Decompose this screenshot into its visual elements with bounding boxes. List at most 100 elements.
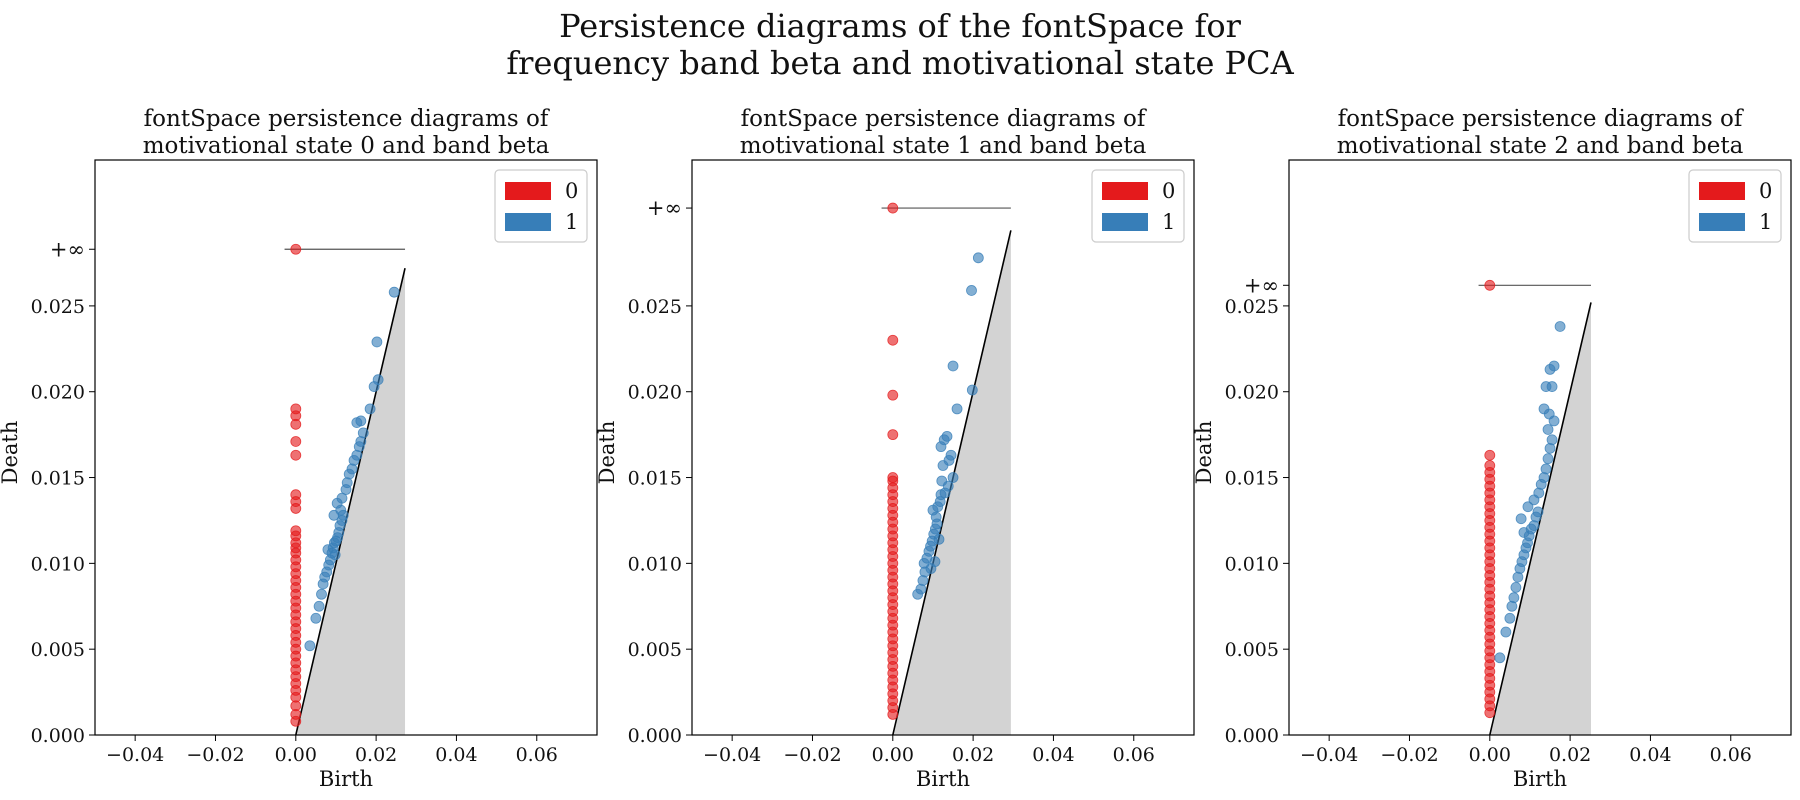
point-dim-1 xyxy=(357,427,369,439)
y-tick-label: 0.005 xyxy=(31,639,85,661)
point-dim-1 xyxy=(1500,626,1512,638)
y-tick-label: 0.020 xyxy=(31,382,85,404)
point-dim-1 xyxy=(941,430,953,442)
axes-frame xyxy=(94,159,598,736)
point-dim-1 xyxy=(945,449,957,461)
point-dim-0 xyxy=(1484,460,1496,471)
point-dim-0 xyxy=(290,489,302,501)
x-tick-label: 0.06 xyxy=(516,744,558,766)
point-dim-1 xyxy=(1515,513,1527,525)
subplot-title: motivational state 1 and band beta xyxy=(740,133,1147,159)
point-dim-1 xyxy=(388,286,400,298)
point-dim-1 xyxy=(1522,501,1534,513)
legend-swatch-1 xyxy=(1699,213,1745,231)
x-tick-label: −0.04 xyxy=(703,744,761,766)
legend: 01 xyxy=(1091,169,1185,243)
point-dim-1 xyxy=(1538,403,1550,415)
x-tick-label: 0.00 xyxy=(872,744,914,766)
point-dim-1 xyxy=(951,403,963,415)
x-tick-label: 0.06 xyxy=(1113,744,1155,766)
point-dim-1 xyxy=(1554,321,1566,332)
y-tick-label: 0.025 xyxy=(31,296,85,318)
point-dim-1 xyxy=(947,360,959,372)
legend-label-0: 0 xyxy=(1162,179,1175,203)
figure-title: Persistence diagrams of the fontSpace fo… xyxy=(0,8,1800,82)
point-dim-1 xyxy=(1542,424,1554,435)
infinity-tick-label: +∞ xyxy=(50,237,85,261)
y-tick-label: 0.000 xyxy=(1225,725,1279,747)
y-tick-label: 0.020 xyxy=(628,382,682,404)
point-dim-0 xyxy=(290,403,302,415)
point-dim-0 xyxy=(887,472,899,483)
legend-label-1: 1 xyxy=(565,210,578,234)
point-dim-1 xyxy=(1508,592,1520,604)
axes-frame xyxy=(1288,159,1792,736)
y-axis-label: Death xyxy=(0,421,22,485)
legend: 01 xyxy=(494,169,588,243)
y-tick-label: 0.015 xyxy=(1225,468,1279,490)
point-dim-1 xyxy=(1540,463,1552,475)
legend-label-0: 0 xyxy=(565,179,578,203)
point-dim-0 xyxy=(887,389,899,401)
point-dim-1 xyxy=(1548,360,1560,372)
legend-swatch-0 xyxy=(1699,182,1745,200)
y-tick-label: 0.020 xyxy=(1225,382,1279,404)
legend-swatch-0 xyxy=(1102,182,1148,200)
legend: 01 xyxy=(1688,169,1782,243)
point-dim-1 xyxy=(933,533,945,545)
point-dim-1 xyxy=(322,544,334,556)
axes-frame xyxy=(691,159,1195,736)
point-dim-1 xyxy=(966,384,978,396)
point-dim-1 xyxy=(1494,652,1506,664)
point-dim-1 xyxy=(972,252,984,264)
point-dim-1 xyxy=(310,612,322,624)
subplot-title: fontSpace persistence diagrams of xyxy=(741,106,1147,132)
point-dim-1 xyxy=(304,640,316,652)
x-tick-label: −0.02 xyxy=(783,744,841,766)
y-tick-label: 0.010 xyxy=(31,553,85,575)
x-tick-label: 0.04 xyxy=(1032,744,1074,766)
infinite-point-dim-0 xyxy=(1484,279,1496,291)
point-dim-1 xyxy=(372,374,384,386)
point-dim-0 xyxy=(290,436,302,447)
point-dim-0 xyxy=(1484,449,1496,461)
y-tick-label: 0.015 xyxy=(628,468,682,490)
subplot-title: fontSpace persistence diagrams of xyxy=(144,106,550,132)
x-tick-label: −0.04 xyxy=(1300,744,1358,766)
point-dim-1 xyxy=(316,588,327,600)
legend-swatch-0 xyxy=(505,182,551,200)
subplot-2: fontSpace persistence diagrams ofmotivat… xyxy=(1192,106,1792,791)
x-axis-label: Birth xyxy=(916,767,970,791)
x-tick-label: 0.06 xyxy=(1710,744,1752,766)
point-dim-1 xyxy=(329,549,341,561)
point-dim-1 xyxy=(335,504,347,516)
x-tick-label: 0.02 xyxy=(355,744,397,766)
point-dim-1 xyxy=(947,472,959,483)
subplot-title: motivational state 0 and band beta xyxy=(143,133,550,159)
y-axis-label: Death xyxy=(1192,421,1216,485)
subplot-0: fontSpace persistence diagrams ofmotivat… xyxy=(0,106,598,791)
y-tick-label: 0.000 xyxy=(628,725,682,747)
point-dim-1 xyxy=(1540,381,1552,392)
x-axis-label: Birth xyxy=(319,767,373,791)
point-dim-0 xyxy=(290,525,302,537)
x-tick-label: 0.04 xyxy=(1629,744,1671,766)
infinite-point-dim-0 xyxy=(887,202,899,214)
y-tick-label: 0.005 xyxy=(628,639,682,661)
point-dim-1 xyxy=(1542,453,1554,465)
x-tick-label: 0.02 xyxy=(1549,744,1591,766)
point-dim-1 xyxy=(1532,506,1544,518)
point-dim-1 xyxy=(1518,527,1530,538)
point-dim-0 xyxy=(290,449,302,461)
diagonal-line xyxy=(295,267,406,736)
point-dim-1 xyxy=(1510,581,1522,593)
infinite-point-dim-0 xyxy=(290,243,302,255)
x-tick-label: −0.02 xyxy=(1380,744,1438,766)
subplot-1: fontSpace persistence diagrams ofmotivat… xyxy=(595,106,1195,791)
x-tick-label: −0.04 xyxy=(106,744,164,766)
point-dim-1 xyxy=(966,285,977,296)
x-axis-label: Birth xyxy=(1513,767,1567,791)
point-dim-1 xyxy=(371,336,383,348)
